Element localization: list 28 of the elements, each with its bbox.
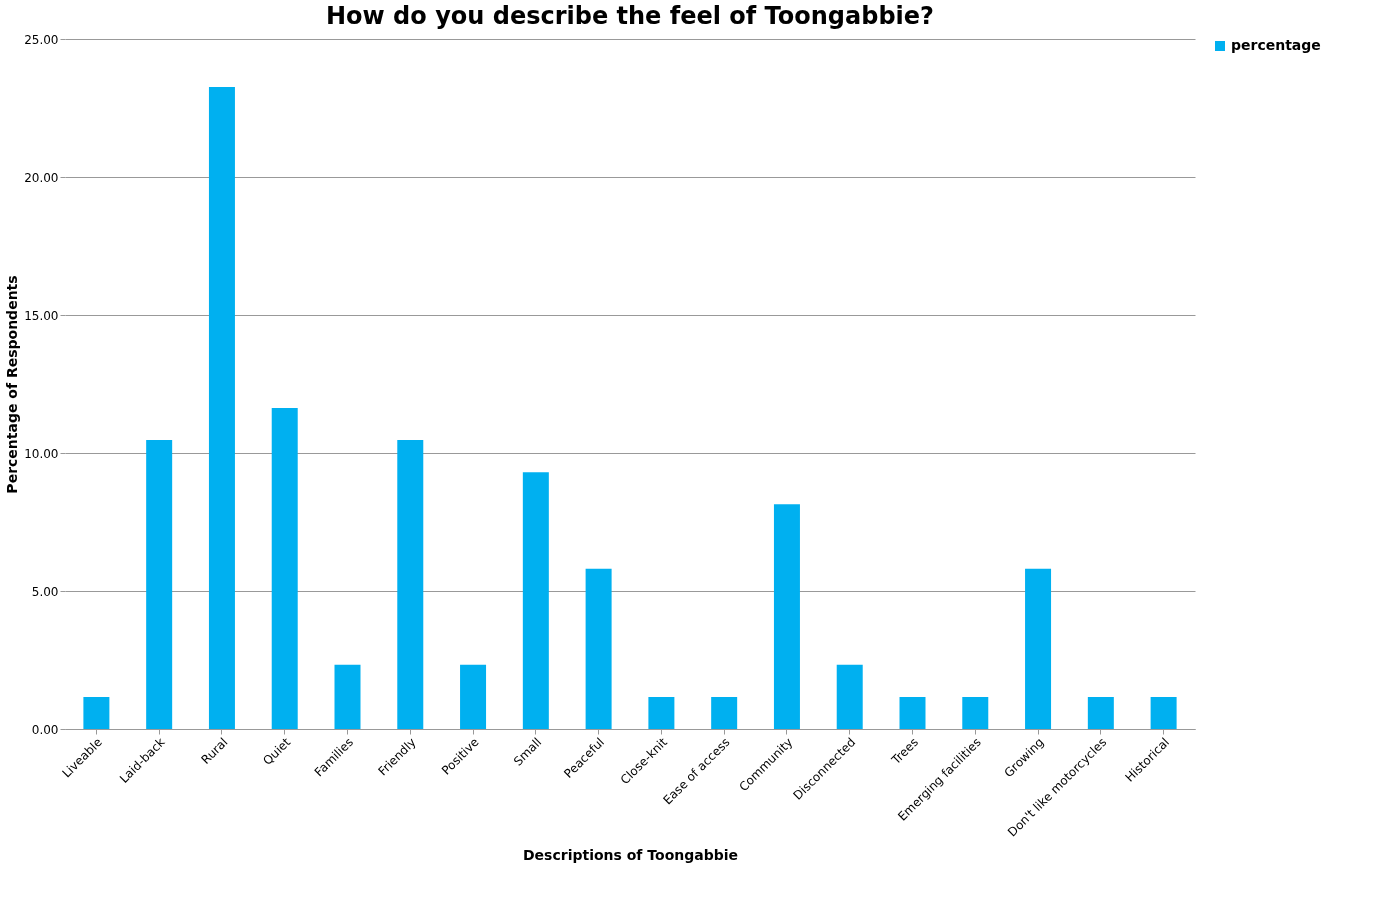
bar — [146, 440, 173, 729]
y-tick-label: 20.00 — [24, 170, 59, 185]
y-tick-label: 15.00 — [24, 308, 59, 323]
bar — [836, 664, 863, 729]
bar — [83, 696, 110, 729]
legend-label: percentage — [1231, 37, 1321, 53]
bar — [585, 568, 612, 729]
bar — [711, 696, 738, 729]
bar — [648, 696, 675, 729]
y-axis-title: Percentage of Respondents — [4, 275, 21, 494]
y-tick-label: 25.00 — [24, 32, 59, 47]
bar — [1025, 568, 1052, 729]
bar — [899, 696, 926, 729]
bar — [1150, 696, 1177, 729]
bar — [271, 408, 298, 729]
bar — [773, 504, 800, 729]
chart-title: How do you describe the feel of Toongabbie? — [325, 2, 935, 30]
bar — [460, 664, 487, 729]
y-tick-label: 10.00 — [24, 446, 59, 461]
bar — [208, 87, 235, 729]
bar — [522, 472, 549, 729]
bar — [397, 440, 424, 729]
bar — [334, 664, 361, 729]
bar — [962, 696, 989, 729]
y-tick-label: 0.00 — [31, 722, 59, 737]
x-axis-title: Descriptions of Toongabbie — [522, 846, 739, 863]
bar — [1087, 696, 1114, 729]
y-tick-label: 5.00 — [31, 584, 59, 599]
